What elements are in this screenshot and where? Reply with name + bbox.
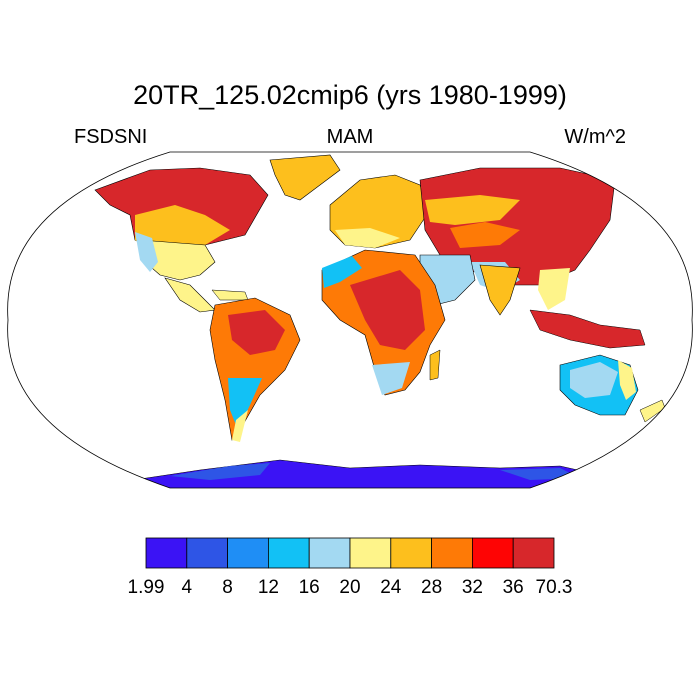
africa-region — [322, 256, 362, 288]
colorbar-tick-label: 16 — [298, 577, 320, 598]
colorbar-tick-label: 28 — [421, 577, 443, 598]
asia-region — [538, 268, 570, 310]
colorbar-tick-label: 12 — [257, 577, 279, 598]
colorbar-tick-label: 70.3 — [535, 577, 573, 598]
colorbar-swatch — [471, 537, 514, 569]
colorbar-swatch — [431, 537, 473, 569]
australia-region — [570, 362, 618, 398]
colorbar-swatch — [390, 537, 432, 569]
colorbar-swatch — [308, 537, 351, 569]
colorbar-swatch — [267, 537, 310, 569]
colorbar-tick-label: 4 — [181, 577, 193, 598]
colorbar-swatch — [227, 537, 269, 569]
colorbar-swatch — [349, 537, 392, 569]
india-region — [479, 264, 521, 316]
asia-region — [450, 222, 520, 248]
indonesia-region — [529, 309, 646, 349]
colorbar — [145, 537, 555, 569]
greenland-region — [269, 154, 341, 201]
africa-region — [372, 362, 410, 395]
colorbar-tick-label: 8 — [222, 577, 233, 598]
madagascar-region — [429, 349, 441, 381]
africa-region — [350, 270, 425, 350]
variable-label: FSDSNI — [74, 126, 148, 148]
colorbar-tick-label: 32 — [461, 577, 483, 598]
colorbar-tick-label: 24 — [380, 577, 402, 598]
south-america-region — [228, 310, 285, 355]
colorbar-tick-label: 36 — [502, 577, 524, 598]
colorbar-tick-label: 20 — [339, 577, 361, 598]
asia-region — [425, 195, 520, 225]
north-america-region — [164, 277, 216, 313]
colorbar-swatch — [145, 537, 188, 569]
caribbean-region — [211, 289, 249, 301]
south-america-region — [232, 410, 248, 442]
europe-region — [335, 228, 400, 248]
colorbar-swatch — [186, 537, 229, 569]
australia-region — [618, 360, 636, 400]
map-boundary — [7, 151, 693, 489]
antarctica-region — [170, 463, 270, 480]
season-label: MAM — [326, 126, 374, 148]
colorbar-tick-label: 1.99 — [127, 577, 165, 598]
units-label: W/m^2 — [564, 126, 626, 148]
colorbar-swatch — [512, 537, 555, 569]
map-title: 20TR_125.02cmip6 (yrs 1980-1999) — [133, 80, 567, 110]
land-layer — [94, 154, 666, 488]
south-america-region — [228, 378, 262, 430]
north-america-region — [135, 232, 158, 272]
